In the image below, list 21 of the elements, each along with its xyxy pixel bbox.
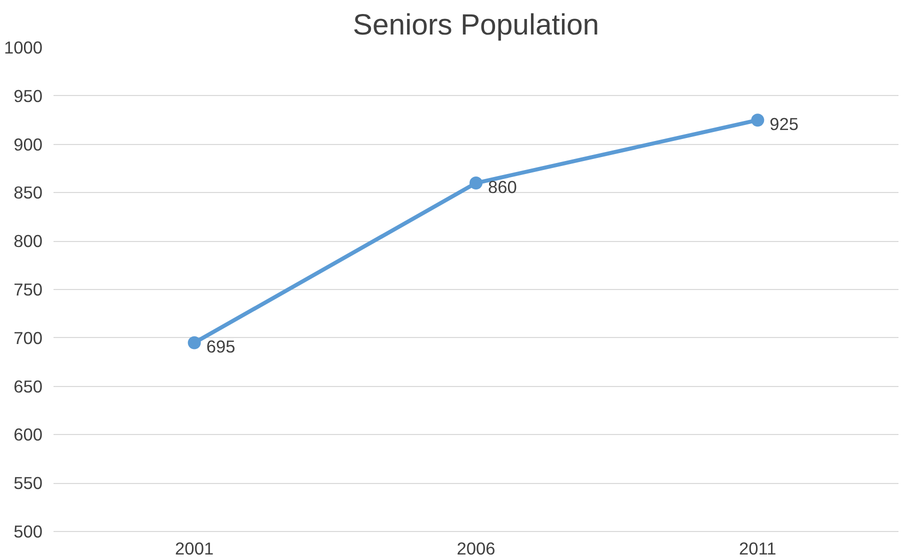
data-label: 925: [770, 114, 799, 134]
data-label: 695: [206, 336, 236, 357]
y-tick-label: 1000: [4, 38, 43, 58]
y-tick-label: 500: [14, 522, 43, 542]
y-tick-label: 900: [14, 134, 43, 154]
x-tick-label: 2011: [739, 538, 776, 557]
x-tick-label: 2001: [175, 538, 214, 557]
y-tick-label: 750: [14, 280, 43, 300]
point: [470, 176, 482, 190]
y-tick-label: 600: [14, 424, 43, 445]
point: [188, 336, 201, 350]
data-label: 860: [488, 177, 517, 198]
y-tick-label: 850: [14, 182, 43, 203]
point: [751, 114, 764, 127]
x-tick-label: 2006: [456, 538, 496, 557]
y-tick-label: 950: [14, 86, 43, 106]
y-tick-label: 800: [14, 231, 43, 252]
chart-title: Seniors Population: [352, 8, 600, 42]
y-tick-label: 650: [14, 376, 43, 396]
y-tick-label: 550: [14, 473, 43, 494]
y-tick-label: 700: [14, 328, 43, 348]
